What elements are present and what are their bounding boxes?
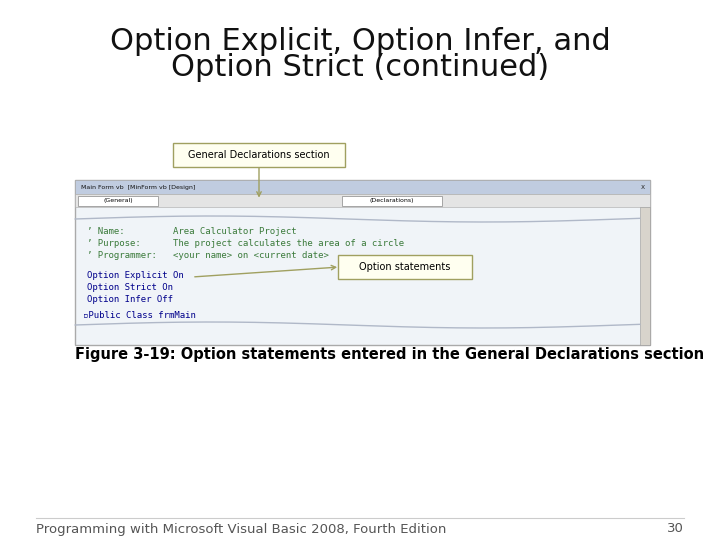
Text: ’ Name:         Area Calculator Project: ’ Name: Area Calculator Project	[87, 227, 297, 236]
Text: 30: 30	[667, 523, 684, 536]
FancyBboxPatch shape	[338, 255, 472, 279]
Text: Main Form vb  [MinForm vb [Design]: Main Form vb [MinForm vb [Design]	[81, 185, 195, 190]
Text: Option statements: Option statements	[359, 262, 451, 272]
Text: Option Explicit On: Option Explicit On	[87, 271, 184, 280]
FancyBboxPatch shape	[173, 143, 345, 167]
Text: (Declarations): (Declarations)	[370, 198, 414, 203]
Text: ’ Purpose:      The project calculates the area of a circle: ’ Purpose: The project calculates the ar…	[87, 239, 404, 248]
Text: (General): (General)	[103, 198, 132, 203]
Text: Option Strict (continued): Option Strict (continued)	[171, 53, 549, 83]
Text: Option Strict On: Option Strict On	[87, 283, 173, 292]
Text: Programming with Microsoft Visual Basic 2008, Fourth Edition: Programming with Microsoft Visual Basic …	[36, 523, 446, 536]
Text: ’ Programmer:   <your name> on <current date>: ’ Programmer: <your name> on <current da…	[87, 251, 329, 260]
Text: Option Explicit, Option Infer, and: Option Explicit, Option Infer, and	[109, 28, 611, 57]
Text: Option Infer Off: Option Infer Off	[87, 295, 173, 304]
FancyBboxPatch shape	[75, 194, 650, 207]
Text: ▫Public Class frmMain: ▫Public Class frmMain	[83, 311, 196, 320]
FancyBboxPatch shape	[78, 195, 158, 206]
Text: Figure 3-19: Option statements entered in the General Declarations section: Figure 3-19: Option statements entered i…	[75, 348, 704, 362]
FancyBboxPatch shape	[640, 207, 650, 345]
FancyBboxPatch shape	[75, 180, 650, 194]
Text: General Declarations section: General Declarations section	[188, 150, 330, 160]
Text: x: x	[641, 184, 645, 190]
FancyBboxPatch shape	[75, 180, 650, 345]
FancyBboxPatch shape	[342, 195, 442, 206]
